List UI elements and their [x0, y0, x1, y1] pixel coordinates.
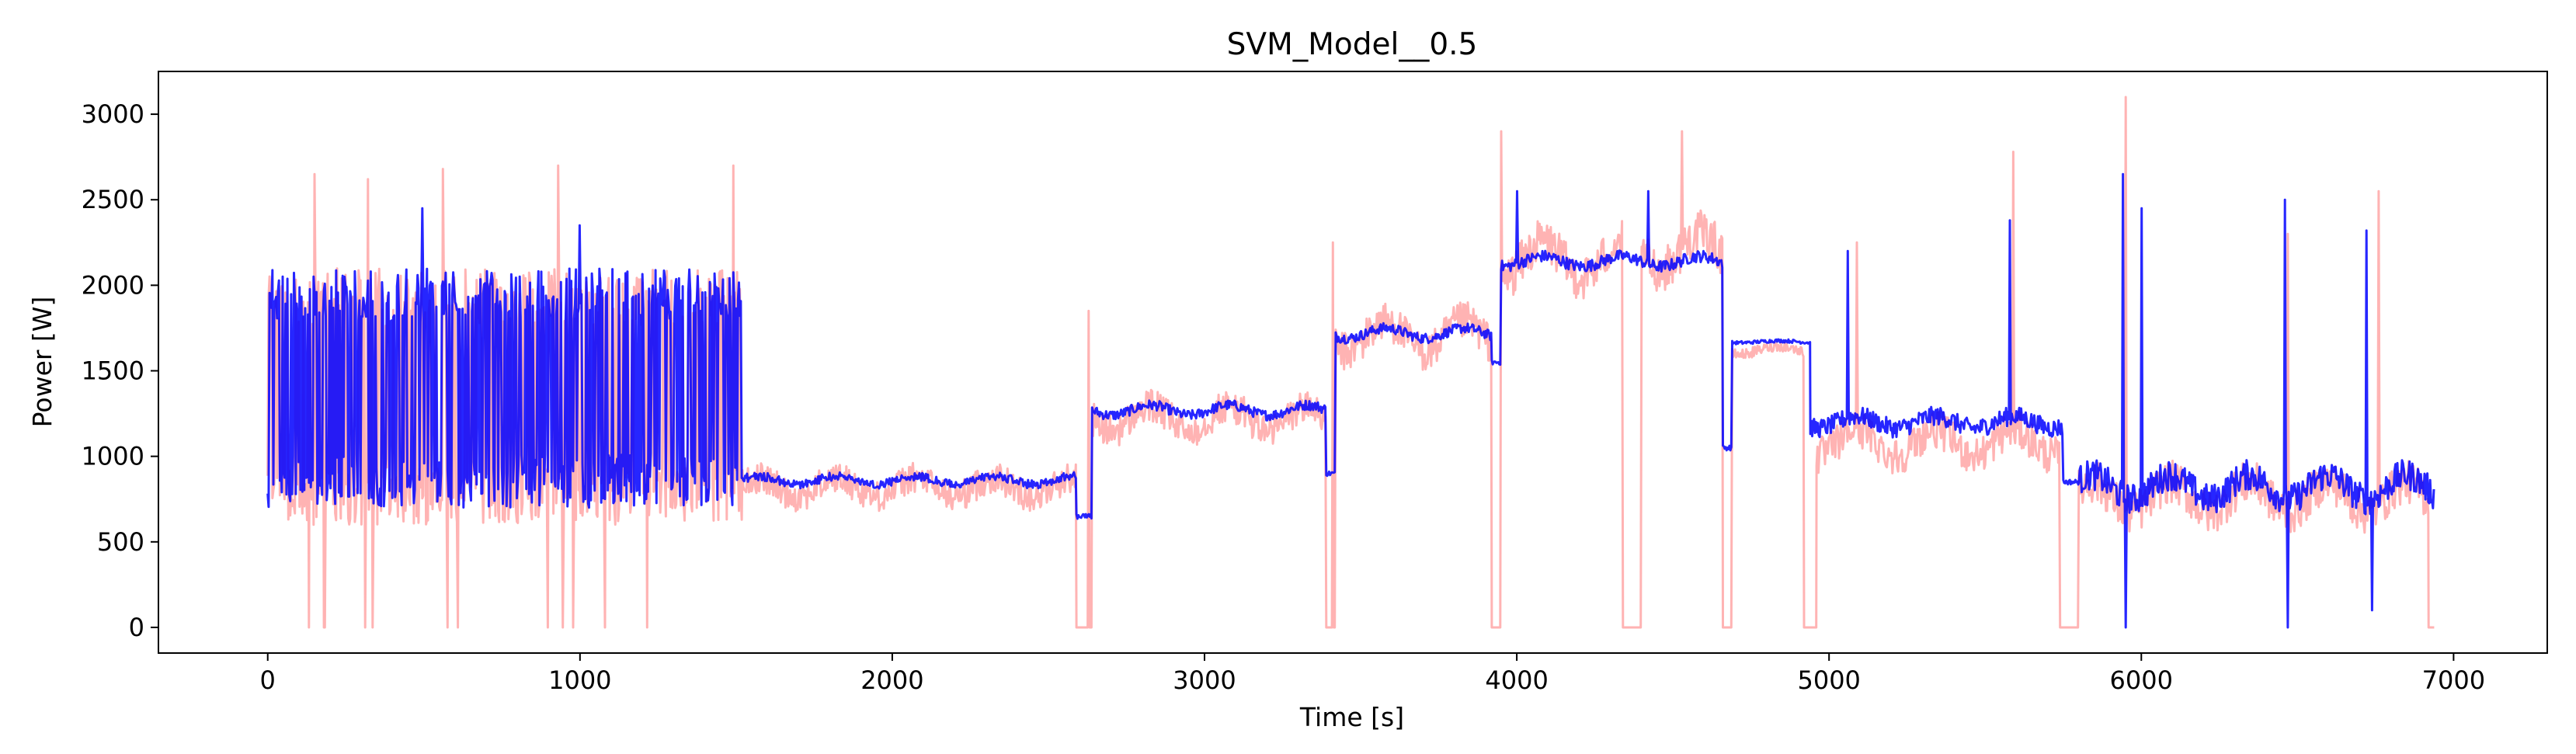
- x-axis: 0 1000 2000 3000 4000 5000 6000 7000: [260, 653, 2485, 695]
- y-tick-label: 500: [97, 527, 144, 557]
- x-tick-label: 5000: [1797, 665, 1860, 695]
- y-tick-label: 1500: [82, 356, 144, 386]
- x-tick-label: 4000: [1485, 665, 1548, 695]
- y-axis: 0 500 1000 1500 2000 2500 3000: [82, 99, 158, 642]
- x-tick-label: 6000: [2110, 665, 2173, 695]
- y-tick-label: 0: [129, 613, 144, 642]
- x-tick-label: 3000: [1173, 665, 1236, 695]
- y-axis-label: Power [W]: [27, 297, 57, 428]
- series-line-predicted: [266, 172, 2435, 629]
- x-tick-label: 7000: [2422, 665, 2485, 695]
- x-tick-label: 2000: [860, 665, 923, 695]
- x-tick-label: 0: [260, 665, 276, 695]
- plot-area: [158, 71, 2548, 654]
- y-tick-label: 2000: [82, 270, 144, 300]
- chart-title: SVM_Model__0.5: [1227, 27, 1478, 62]
- series-layer: [266, 96, 2435, 629]
- x-axis-label: Time [s]: [1299, 702, 1404, 732]
- y-tick-label: 2500: [82, 185, 144, 214]
- y-tick-label: 3000: [82, 99, 144, 129]
- x-tick-label: 1000: [548, 665, 611, 695]
- y-tick-label: 1000: [82, 442, 144, 471]
- plot-frame: [158, 71, 2548, 654]
